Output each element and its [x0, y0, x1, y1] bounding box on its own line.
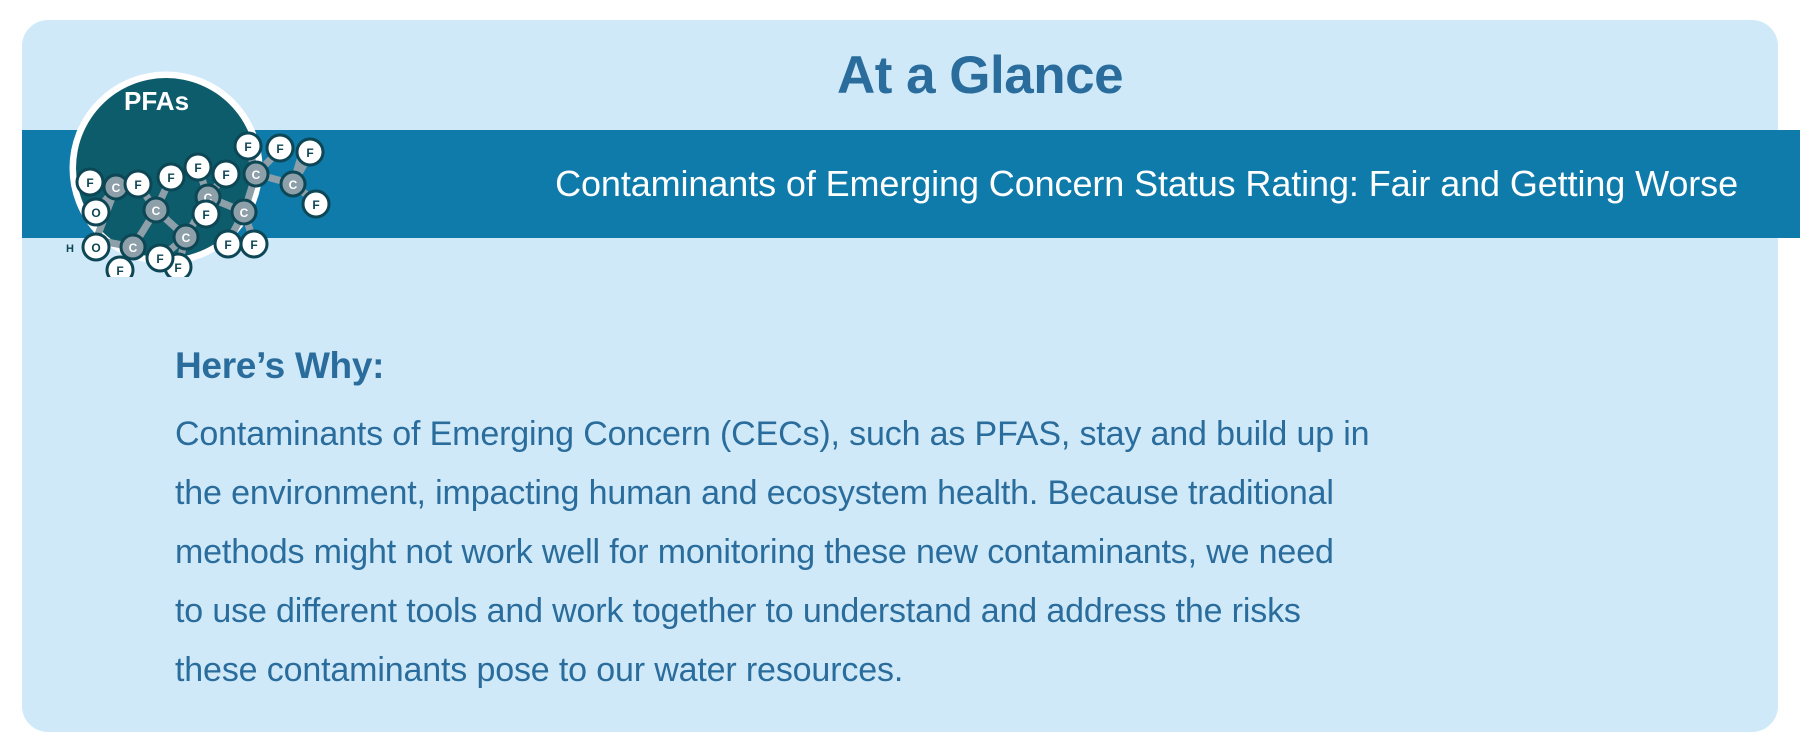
- heres-why-heading: Here’s Why:: [175, 345, 385, 386]
- logo-wordmark: PFAs: [124, 86, 189, 116]
- svg-text:F: F: [312, 198, 319, 212]
- paragraph-line: these contaminants pose to our water res…: [175, 651, 904, 689]
- svg-text:F: F: [250, 238, 257, 252]
- svg-text:C: C: [182, 231, 191, 245]
- svg-text:C: C: [129, 241, 138, 255]
- paragraph-line: the environment, impacting human and eco…: [175, 474, 1334, 512]
- svg-text:F: F: [116, 264, 123, 277]
- svg-text:F: F: [174, 261, 181, 275]
- oxygen-hydrogen-atom-group: O O H: [66, 197, 111, 262]
- carbon-atom-group: C C C C C C C C: [102, 160, 307, 261]
- paragraph-line: to use different tools and work together…: [175, 592, 1301, 630]
- svg-text:C: C: [289, 178, 298, 192]
- pfas-molecule-icon: PFAs C C C C C: [66, 71, 331, 285]
- svg-text:F: F: [86, 176, 93, 190]
- heres-why-paragraph: Contaminants of Emerging Concern (CECs),…: [175, 405, 1675, 700]
- svg-text:F: F: [167, 171, 174, 185]
- svg-text:O: O: [91, 206, 100, 220]
- svg-text:C: C: [112, 181, 121, 195]
- svg-text:F: F: [222, 168, 229, 182]
- heres-why-block: Here’s Why: Contaminants of Emerging Con…: [175, 345, 1695, 700]
- paragraph-line: Contaminants of Emerging Concern (CECs),…: [175, 415, 1370, 453]
- pfas-molecule-logo: PFAs C C C C C: [48, 62, 348, 285]
- svg-text:F: F: [156, 252, 163, 266]
- status-rating-text: Contaminants of Emerging Concern Status …: [555, 163, 1738, 204]
- svg-text:F: F: [276, 142, 283, 156]
- svg-text:F: F: [224, 238, 231, 252]
- svg-text:F: F: [306, 146, 313, 160]
- svg-text:F: F: [244, 140, 251, 154]
- svg-text:C: C: [252, 168, 261, 182]
- svg-text:C: C: [240, 206, 249, 220]
- svg-text:C: C: [204, 191, 213, 205]
- svg-text:F: F: [134, 178, 141, 192]
- svg-text:F: F: [202, 208, 209, 222]
- svg-text:O: O: [91, 241, 100, 255]
- fluorine-atom-group: F F F F F F F F F: [75, 131, 331, 285]
- svg-text:H: H: [66, 243, 74, 255]
- svg-text:C: C: [152, 204, 161, 218]
- svg-text:F: F: [194, 161, 201, 175]
- paragraph-line: methods might not work well for monitori…: [175, 533, 1334, 571]
- page-title: At a Glance: [836, 46, 1124, 105]
